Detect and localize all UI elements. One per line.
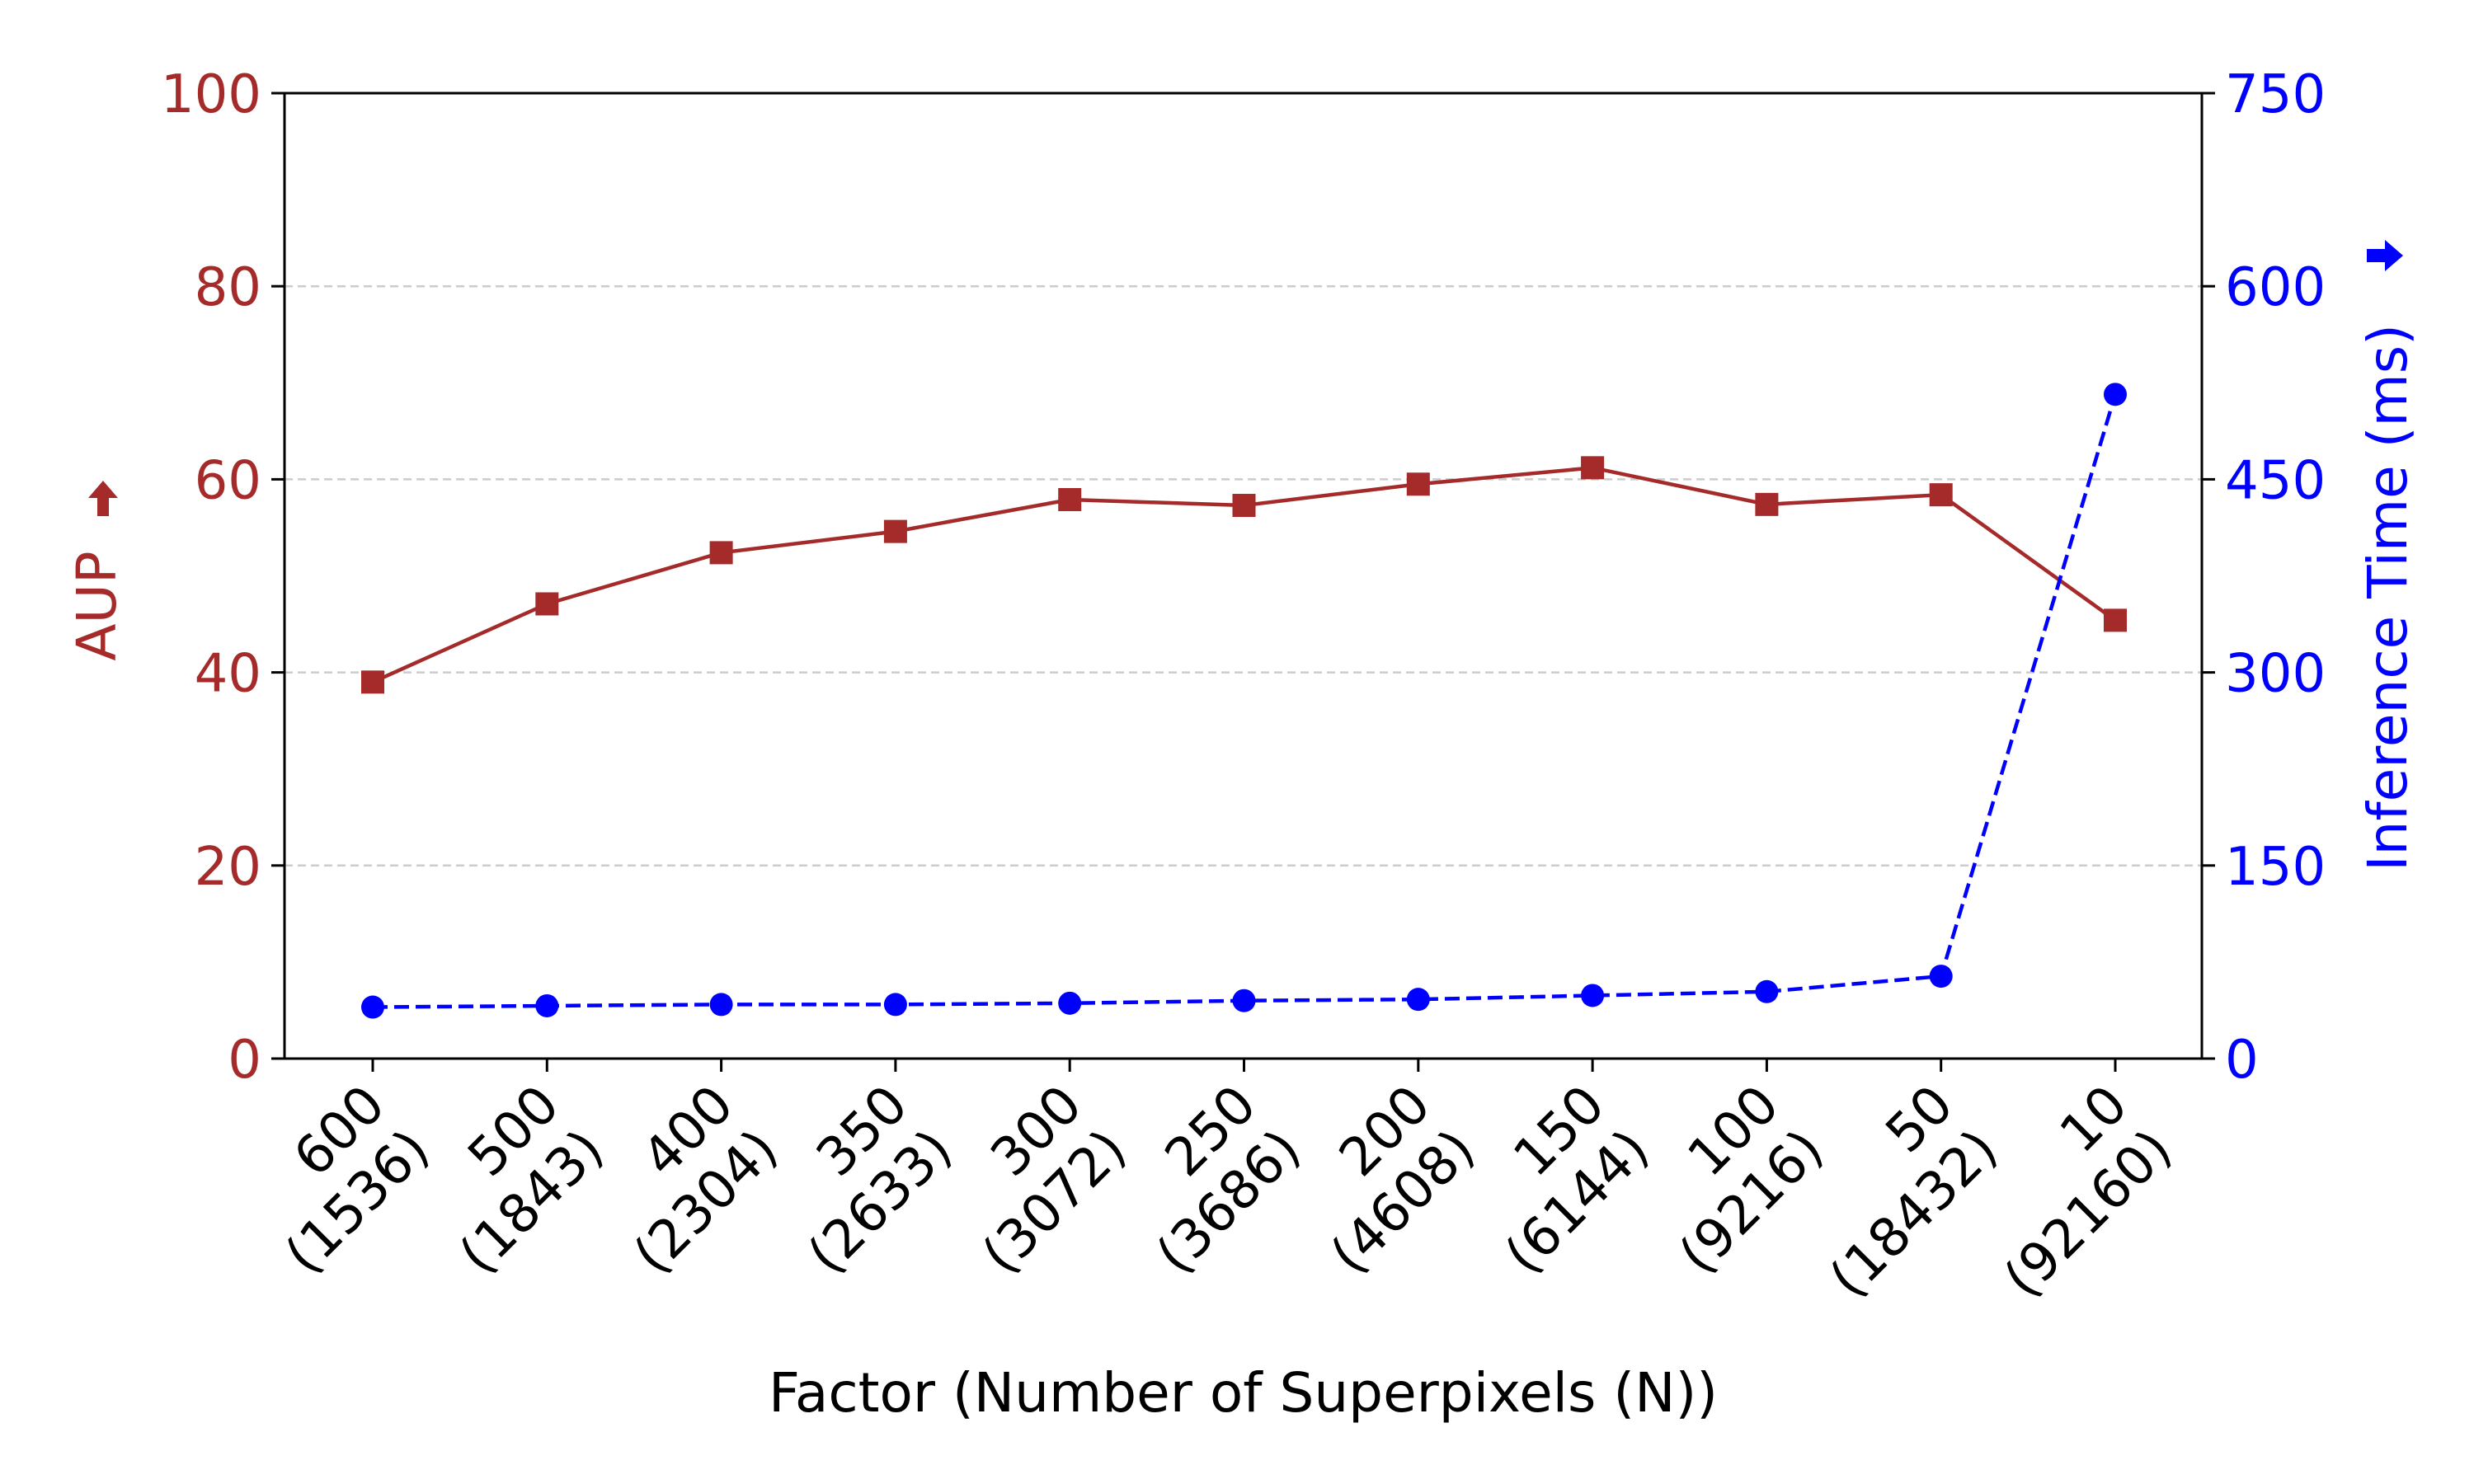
data-point [361, 995, 384, 1019]
x-tick-label: 100(9216) [1624, 1074, 1836, 1286]
data-point [1406, 472, 1430, 496]
arrow-down-icon [2367, 240, 2403, 271]
data-point [709, 993, 733, 1017]
right-tick-label: 150 [2225, 837, 2326, 898]
data-point [883, 519, 907, 543]
x-tick-label: 500(1843) [404, 1074, 616, 1286]
grid-lines [285, 284, 2202, 867]
series-aup [361, 456, 2127, 694]
data-point [1406, 988, 1430, 1012]
data-point [1929, 965, 1953, 989]
data-point [1755, 492, 1779, 516]
x-tick-label: 150(6144) [1450, 1074, 1662, 1286]
plot-frame [283, 92, 2204, 1060]
data-point [1232, 494, 1256, 518]
left-tick-label: 80 [195, 257, 261, 318]
left-tick-label: 40 [195, 644, 261, 705]
data-point [2104, 383, 2127, 406]
data-point [1581, 984, 1605, 1007]
data-point [535, 993, 559, 1017]
x-tick-label: 600(1536) [230, 1074, 442, 1286]
right-axis: 0 150 300 450 600 750 [2202, 64, 2326, 1091]
left-tick-label: 0 [228, 1030, 261, 1091]
data-point [1581, 456, 1605, 480]
x-axis: 600(1536) 500(1843) 400(2304) 350(2633) 300(… [230, 1059, 2184, 1309]
arrow-up-icon [88, 481, 118, 516]
x-tick-label: 200(4608) [1275, 1074, 1487, 1286]
data-point [535, 592, 559, 616]
x-tick-label: 10(92160) [1949, 1074, 2184, 1309]
data-point [1755, 979, 1779, 1003]
x-tick-label: 250(3686) [1101, 1074, 1313, 1286]
x-axis-title: Factor (Number of Superpixels (N)) [769, 1361, 1718, 1425]
data-point [361, 670, 384, 694]
right-tick-label: 600 [2225, 257, 2326, 318]
x-tick-label: 350(2633) [752, 1074, 964, 1286]
data-point [1232, 989, 1256, 1012]
data-point [883, 993, 907, 1017]
x-tick-label: 300(3072) [927, 1074, 1139, 1286]
right-axis-title: Inference Time (ms) [2356, 240, 2420, 871]
data-point [1058, 487, 1082, 511]
data-point [709, 541, 733, 565]
series-layer [361, 383, 2127, 1019]
series-line [372, 393, 2118, 1009]
data-point [1929, 483, 1953, 507]
data-point [2104, 608, 2127, 632]
right-tick-label: 750 [2225, 64, 2326, 125]
x-tick-label: 400(2304) [578, 1074, 790, 1286]
left-tick-label: 60 [195, 450, 261, 511]
data-point [1058, 991, 1082, 1015]
series-inference-time [361, 383, 2127, 1019]
right-tick-label: 300 [2225, 644, 2326, 705]
right-axis-title-text: Inference Time (ms) [2356, 324, 2420, 871]
x-tick-label: 50(18432) [1774, 1074, 2009, 1309]
left-tick-label: 100 [161, 64, 261, 125]
left-axis-title: AUP [65, 481, 129, 661]
left-tick-label: 20 [195, 837, 261, 898]
right-tick-label: 450 [2225, 450, 2326, 511]
right-tick-label: 0 [2225, 1030, 2259, 1091]
left-axis: 0 20 40 60 80 100 [161, 64, 285, 1091]
left-axis-title-text: AUP [65, 551, 129, 660]
